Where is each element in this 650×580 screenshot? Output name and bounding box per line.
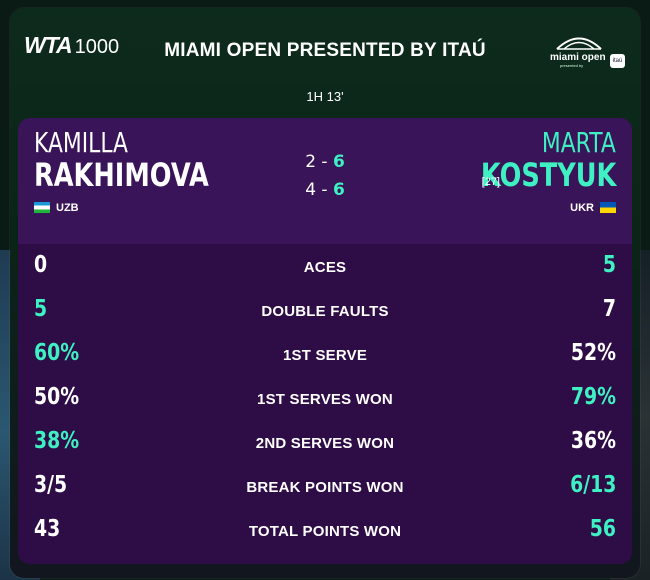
player1-stat-value: 43: [34, 516, 61, 542]
set-score-2: 4 - 6: [18, 180, 632, 200]
player2-first-name: MARTA: [542, 126, 616, 159]
set-score-1: 2 - 6: [18, 152, 632, 172]
set2-separator: -: [316, 180, 333, 200]
player1-first-name: KAMILLA: [34, 126, 128, 159]
stat-row-aces: 0 ACES 5: [18, 244, 632, 288]
set2-p2-score: 6: [332, 180, 345, 200]
player2-stat-value: 52%: [570, 340, 616, 366]
player1-stat-value: 60%: [34, 340, 80, 366]
set1-separator: -: [316, 152, 333, 172]
stat-row-1st-serves-won: 50% 1ST SERVES WON 79%: [18, 376, 632, 420]
player1-stat-value: 0: [34, 252, 48, 278]
stats-card: KAMILLA RAKHIMOVA UZB 2 - 6 4 - 6 MARTA …: [18, 118, 632, 564]
player1-stat-value: 5: [34, 296, 48, 322]
stat-row-2nd-serves-won: 38% 2ND SERVES WON 36%: [18, 420, 632, 464]
stat-label: TOTAL POINTS WON: [248, 523, 402, 540]
stat-label: ACES: [303, 259, 347, 276]
players-header: KAMILLA RAKHIMOVA UZB 2 - 6 4 - 6 MARTA …: [18, 118, 632, 244]
player1-stat-value: 3/5: [34, 472, 68, 498]
set2-p1-score: 4: [305, 180, 317, 200]
wta-logo-text: WTA: [24, 32, 73, 58]
player2-stat-value: 6/13: [569, 472, 616, 498]
stat-label: 1ST SERVES WON: [257, 391, 393, 408]
stats-table: 0 ACES 5 5 DOUBLE FAULTS 7 60% 1ST SERVE…: [18, 244, 632, 552]
sponsor-subtext: presented by: [560, 63, 584, 68]
stat-row-break-points-won: 3/5 BREAK POINTS WON 6/13: [18, 464, 632, 508]
stat-row-double-faults: 5 DOUBLE FAULTS 7: [18, 288, 632, 332]
player2-country: UKR: [570, 202, 594, 214]
match-duration: 1H 13': [306, 89, 344, 104]
uzb-flag-icon: [34, 202, 50, 213]
set1-p2-score: 6: [332, 152, 345, 172]
player2-stat-value: 56: [589, 516, 616, 542]
stat-label: 2ND SERVES WON: [255, 435, 395, 452]
player1-last-name: RAKHIMOVA: [34, 156, 209, 194]
set1-p1-score: 2: [305, 152, 317, 172]
stat-label: 1ST SERVE: [282, 347, 368, 364]
player2-stat-value: 36%: [570, 428, 616, 454]
stat-label: DOUBLE FAULTS: [261, 303, 389, 320]
wta-logo: WTA 1000: [24, 32, 119, 59]
sponsor-logo-text: miami open: [550, 52, 606, 63]
player2-stat-value: 7: [602, 296, 616, 322]
player2-stat-value: 5: [602, 252, 616, 278]
player1-stat-value: 50%: [34, 384, 80, 410]
miami-open-logo: miami open presented by itaú: [550, 32, 628, 70]
player1-stat-value: 38%: [34, 428, 80, 454]
player2-stat-value: 79%: [570, 384, 616, 410]
ukr-flag-icon: [600, 202, 616, 213]
player2-last-name: KOSTYUK: [480, 156, 616, 194]
itau-badge: itaú: [610, 54, 625, 68]
player1-country: UZB: [56, 202, 79, 214]
stat-row-1st-serve: 60% 1ST SERVE 52%: [18, 332, 632, 376]
page-title: MIAMI OPEN PRESENTED BY ITAÚ: [164, 40, 486, 61]
tier-label: 1000: [74, 36, 120, 58]
player2-seed: [27]: [481, 176, 500, 188]
stadium-icon: [556, 37, 602, 50]
stat-label: BREAK POINTS WON: [246, 479, 404, 496]
stat-row-total-points-won: 43 TOTAL POINTS WON 56: [18, 508, 632, 552]
